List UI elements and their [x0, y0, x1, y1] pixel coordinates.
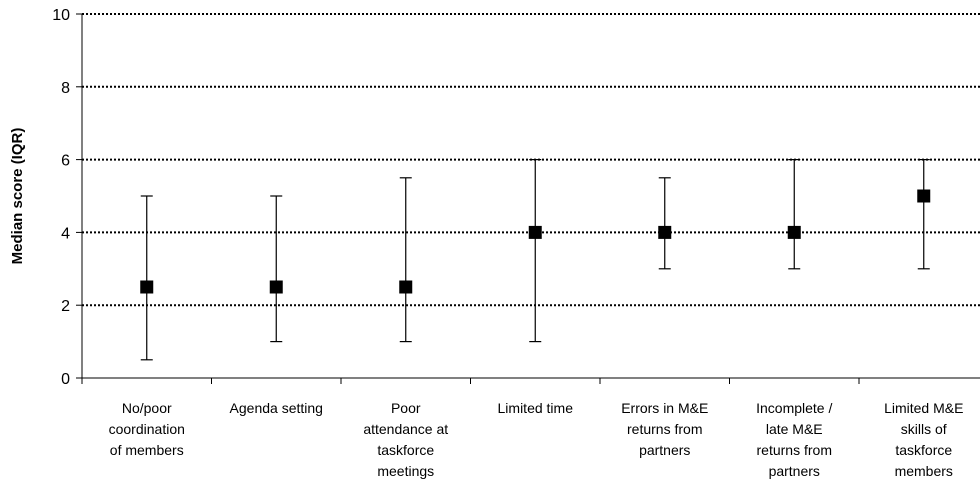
y-tick-label: 6 — [61, 153, 70, 170]
x-category-label-line: returns from — [627, 421, 702, 437]
x-category-label-line: taskforce — [895, 442, 952, 458]
x-category-label-line: partners — [639, 442, 690, 458]
x-category-label-line: returns from — [757, 442, 832, 458]
x-category-label: Limited M&E skills of taskforce members — [884, 400, 963, 479]
x-category-label: Incomplete / late M&E returns from partners — [756, 400, 832, 479]
x-category-label-line: Agenda setting — [230, 400, 323, 416]
x-category-label: Poor attendance at taskforce meetings — [363, 400, 448, 479]
x-category-label-line: partners — [769, 463, 820, 479]
median-marker — [399, 280, 413, 294]
median-marker — [140, 280, 154, 294]
x-category-label-line: coordination — [109, 421, 185, 437]
y-tick-label: 10 — [52, 7, 70, 24]
y-tick-label: 8 — [61, 80, 70, 97]
x-category-label-line: Incomplete / — [756, 400, 832, 416]
x-category-label-line: No/poor — [122, 400, 172, 416]
x-category-labels: No/poor coordination of members Agenda sett… — [109, 400, 964, 479]
x-category-label-line: Errors in M&E — [621, 400, 708, 416]
y-tick-label: 2 — [61, 298, 70, 315]
median-marker — [528, 225, 542, 239]
median-marker — [917, 189, 931, 203]
x-category-label-line: meetings — [377, 463, 434, 479]
x-category-label-line: Limited M&E — [884, 400, 963, 416]
axes — [76, 13, 980, 384]
x-category-label-line: of members — [110, 442, 184, 458]
x-category-label: Errors in M&E returns from partners — [621, 400, 708, 458]
iqr-error-bars — [140, 159, 930, 361]
x-category-label-line: Limited time — [498, 400, 574, 416]
x-category-label: Limited time — [498, 400, 574, 416]
x-category-label-line: skills of — [901, 421, 947, 437]
x-category-label-line: members — [895, 463, 953, 479]
median-marker — [787, 225, 801, 239]
x-category-label: Agenda setting — [230, 400, 323, 416]
x-category-label-line: late M&E — [766, 421, 823, 437]
y-tick-label: 0 — [61, 371, 70, 388]
y-tick-label: 4 — [61, 225, 70, 242]
x-category-label-line: Poor — [391, 400, 421, 416]
median-markers — [140, 189, 931, 294]
x-category-label-line: taskforce — [377, 442, 434, 458]
x-category-label-line: attendance at — [363, 421, 448, 437]
x-category-label: No/poor coordination of members — [109, 400, 185, 458]
median-marker — [269, 280, 283, 294]
y-tick-labels: 0 2 4 6 8 10 — [52, 7, 70, 388]
median-marker — [658, 225, 672, 239]
y-axis-label: Median score (IQR) — [9, 128, 26, 265]
